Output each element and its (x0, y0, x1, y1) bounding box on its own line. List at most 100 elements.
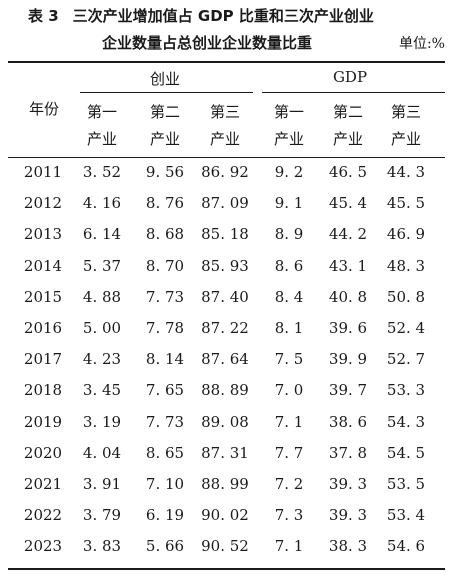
gdp-group-rule (262, 92, 445, 93)
table-cell: 39. 3 (328, 475, 368, 493)
table-cell: 9. 2 (274, 163, 304, 181)
table-cell: 5. 37 (82, 256, 122, 275)
table-caption-title: 表 3 三次产业增加值占 GDP 比重和三次产业创业 (28, 5, 448, 26)
table-cell: 86. 92 (201, 163, 249, 181)
table-cell: 8. 1 (274, 319, 304, 337)
sub-header-label: 产业 (209, 130, 241, 148)
table-cell: 52. 7 (386, 350, 426, 369)
table-cell: 7. 5 (274, 350, 304, 369)
table-cell: 6. 19 (145, 506, 185, 525)
table-cell: 8. 6 (274, 256, 304, 275)
table-row-year: 2021 (23, 475, 63, 493)
table-cell: 87. 09 (201, 194, 249, 213)
sub-header-label: 产业 (273, 130, 305, 148)
table-cell: 7. 7 (274, 443, 304, 462)
table-cell: 52. 4 (386, 319, 426, 337)
table-cell: 8. 9 (274, 225, 304, 244)
table-cell: 87. 22 (201, 319, 249, 337)
table-row-year: 2013 (23, 225, 63, 244)
table-cell: 39. 3 (328, 506, 368, 525)
sub-header-label: 第三 (209, 103, 241, 121)
table-cell: 88. 89 (201, 381, 249, 400)
table-cell: 87. 40 (201, 287, 249, 306)
table-cell: 89. 08 (201, 412, 249, 431)
sub-header-label: 产业 (86, 130, 118, 148)
table-cell: 38. 6 (328, 412, 368, 431)
table-title-line2: 企业数量占总创业企业数量比重 (102, 34, 313, 52)
table-cell: 3. 83 (82, 537, 122, 556)
table-cell: 6. 14 (82, 225, 122, 244)
table-cell: 54. 5 (386, 443, 426, 462)
table-cell: 9. 56 (145, 163, 185, 181)
table-row-year: 2015 (23, 287, 63, 306)
table-cell: 44. 3 (386, 163, 426, 181)
gdp-group-header: GDP (332, 68, 368, 86)
sub-header-label: 产业 (332, 130, 364, 148)
table-cell: 8. 70 (145, 256, 185, 275)
table-cell: 85. 18 (201, 225, 249, 244)
table-cell: 44. 2 (328, 225, 368, 244)
table-cell: 88. 99 (201, 475, 249, 493)
table-cell: 3. 45 (82, 381, 122, 400)
table-cell: 7. 1 (274, 412, 304, 431)
table-cell: 4. 88 (82, 287, 122, 306)
table-cell: 7. 65 (145, 381, 185, 400)
table-cell: 4. 23 (82, 350, 122, 369)
table-cell: 50. 8 (386, 287, 426, 306)
table-cell: 46. 9 (386, 225, 426, 244)
table-cell: 3. 91 (82, 475, 122, 493)
table-row-year: 2019 (23, 412, 63, 431)
table-cell: 8. 65 (145, 443, 185, 462)
table-row-year: 2022 (23, 506, 63, 525)
sub-header-label: 第一 (273, 103, 305, 121)
table-cell: 3. 79 (82, 506, 122, 525)
table-row-year: 2020 (23, 443, 63, 462)
table-title-line1: 三次产业增加值占 GDP 比重和三次产业创业 (72, 7, 374, 25)
table-row-year: 2011 (23, 163, 63, 181)
table-row-year: 2012 (23, 194, 63, 213)
table-cell: 5. 00 (82, 319, 122, 337)
table-cell: 45. 5 (386, 194, 426, 213)
table-cell: 3. 52 (82, 163, 122, 181)
table-cell: 48. 3 (386, 256, 426, 275)
table-cell: 90. 52 (201, 537, 249, 556)
table-cell: 54. 6 (386, 537, 426, 556)
table-cell: 4. 16 (82, 194, 122, 213)
table-row-year: 2018 (23, 381, 63, 400)
table-cell: 7. 1 (274, 537, 304, 556)
table-cell: 7. 73 (145, 412, 185, 431)
table-cell: 54. 3 (386, 412, 426, 431)
table-cell: 3. 19 (82, 412, 122, 431)
table-cell: 4. 04 (82, 443, 122, 462)
top-rule (8, 61, 445, 63)
sub-header-label: 第一 (86, 103, 118, 121)
sub-header-label: 第二 (332, 103, 364, 121)
unit-label: 单位:% (398, 36, 445, 52)
table-cell: 43. 1 (328, 256, 368, 275)
table-cell: 7. 78 (145, 319, 185, 337)
table-row-year: 2023 (23, 537, 63, 556)
table-cell: 39. 9 (328, 350, 368, 369)
table-cell: 39. 6 (328, 319, 368, 337)
startup-group-header: 创业 (149, 70, 181, 88)
table-cell: 8. 76 (145, 194, 185, 213)
sub-header-label: 第三 (390, 103, 422, 121)
table-cell: 39. 7 (328, 381, 368, 400)
year-column-header: 年份 (28, 100, 60, 118)
table-cell: 85. 93 (201, 256, 249, 275)
table-row-year: 2016 (23, 319, 63, 337)
table-cell: 7. 3 (274, 506, 304, 525)
table-cell: 7. 73 (145, 287, 185, 306)
startup-group-rule (80, 92, 253, 93)
sub-header-label: 产业 (390, 130, 422, 148)
table-cell: 7. 2 (274, 475, 304, 493)
table-row-year: 2017 (23, 350, 63, 369)
table-cell: 87. 64 (201, 350, 249, 369)
sub-header-label: 第二 (149, 103, 181, 121)
table-number: 表 3 (28, 7, 59, 25)
table-cell: 7. 10 (145, 475, 185, 493)
table-cell: 37. 8 (328, 443, 368, 462)
table-cell: 87. 31 (201, 443, 249, 462)
table-cell: 9. 1 (274, 194, 304, 213)
table-cell: 8. 68 (145, 225, 185, 244)
